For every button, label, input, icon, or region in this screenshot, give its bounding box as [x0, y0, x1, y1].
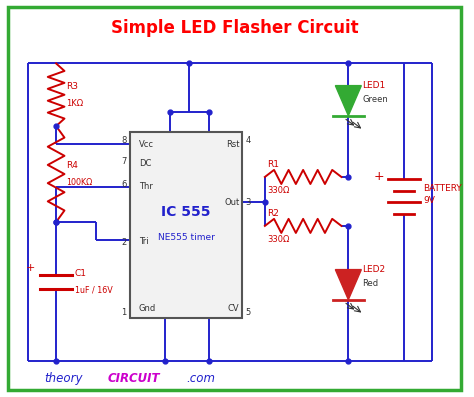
Text: LED1: LED1	[362, 81, 385, 90]
Text: Tri: Tri	[139, 237, 148, 246]
Text: Green: Green	[362, 95, 388, 104]
Text: 8: 8	[121, 136, 127, 145]
Text: C1: C1	[75, 269, 87, 278]
Polygon shape	[336, 86, 361, 116]
Text: .com: .com	[186, 372, 215, 385]
Text: NE555 timer: NE555 timer	[157, 233, 214, 242]
Text: theory: theory	[45, 372, 83, 385]
Text: 100KΩ: 100KΩ	[66, 178, 92, 187]
Text: 1uF / 16V: 1uF / 16V	[75, 285, 112, 295]
Text: CIRCUIT: CIRCUIT	[107, 372, 160, 385]
Text: 9V: 9V	[423, 196, 436, 205]
Text: 330Ω: 330Ω	[267, 185, 290, 195]
Text: 7: 7	[121, 157, 127, 166]
Text: 4: 4	[246, 136, 251, 145]
Text: R1: R1	[267, 160, 279, 169]
Text: Simple LED Flasher Circuit: Simple LED Flasher Circuit	[111, 19, 358, 37]
Text: +: +	[373, 170, 384, 183]
Text: 6: 6	[121, 180, 127, 189]
Text: Vcc: Vcc	[139, 141, 154, 149]
Text: +: +	[26, 263, 35, 273]
Text: R4: R4	[66, 161, 78, 170]
Text: R3: R3	[66, 82, 78, 91]
Text: LED2: LED2	[362, 265, 385, 274]
Text: 1: 1	[121, 308, 127, 316]
Text: 5: 5	[246, 308, 251, 316]
Text: 3: 3	[246, 198, 251, 207]
Text: Red: Red	[362, 279, 378, 288]
Text: Out: Out	[224, 198, 239, 207]
Text: CV: CV	[228, 304, 239, 313]
Text: 1KΩ: 1KΩ	[66, 99, 83, 108]
Text: IC 555: IC 555	[161, 205, 211, 219]
Text: 330Ω: 330Ω	[267, 235, 290, 243]
Text: Rst: Rst	[226, 141, 239, 149]
Text: 2: 2	[121, 238, 127, 247]
Polygon shape	[336, 270, 361, 300]
Text: Thr: Thr	[139, 182, 153, 191]
Text: R2: R2	[267, 209, 279, 218]
Text: BATTERY: BATTERY	[423, 184, 462, 193]
Text: DC: DC	[139, 159, 151, 168]
Text: Gnd: Gnd	[139, 304, 156, 313]
Bar	[130, 132, 242, 318]
